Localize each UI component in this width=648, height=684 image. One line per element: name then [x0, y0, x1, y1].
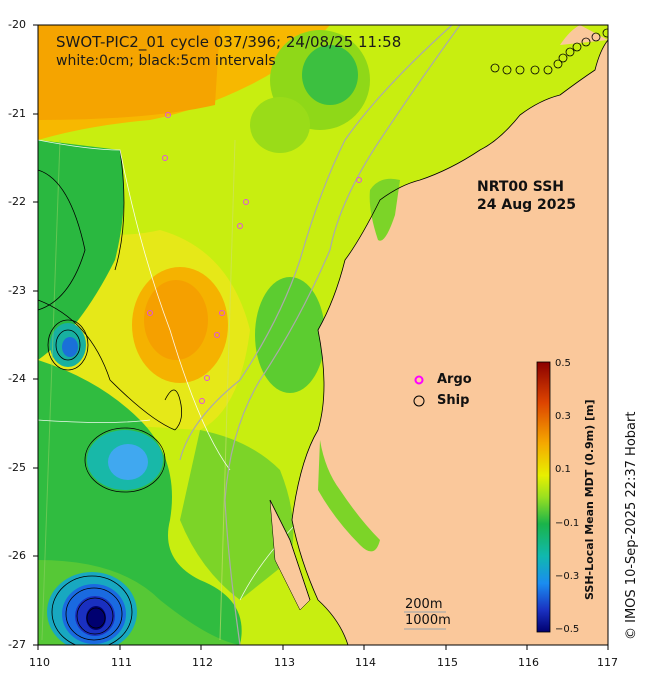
ship-legend-label: Ship — [437, 393, 470, 408]
ship-legend-icon — [413, 395, 425, 407]
y-tick-label: -20 — [8, 18, 26, 31]
x-tick-label: 110 — [29, 656, 50, 669]
argo-legend-icon — [414, 375, 424, 385]
x-tick-label: 114 — [355, 656, 376, 669]
y-tick-label: -21 — [8, 107, 26, 120]
depth-label-200m: 200m — [405, 597, 443, 612]
colorbar-tick: −0.3 — [555, 571, 580, 582]
map-subtitle: white:0cm; black:5cm intervals — [56, 53, 276, 69]
y-tick-label: -24 — [8, 372, 26, 385]
argo-legend-label: Argo — [437, 372, 472, 387]
colorbar-tick: −0.1 — [555, 518, 580, 529]
y-tick-label: -22 — [8, 195, 26, 208]
y-tick-label: -27 — [8, 638, 26, 651]
colorbar — [536, 361, 551, 633]
colorbar-tick: 0.1 — [555, 464, 571, 475]
x-tick-label: 112 — [192, 656, 213, 669]
x-tick-label: 115 — [437, 656, 458, 669]
x-tick-label: 116 — [518, 656, 539, 669]
y-tick-label: -23 — [8, 284, 26, 297]
x-tick-label: 111 — [111, 656, 132, 669]
colorbar-tick: −0.5 — [555, 624, 580, 635]
colorbar-tick: 0.5 — [555, 358, 571, 369]
plot-frame — [37, 24, 609, 646]
argo-floats — [147, 112, 362, 404]
credit-text: © IMOS 10-Sep-2025 22:37 Hobart — [624, 411, 639, 640]
x-tick-label: 113 — [274, 656, 295, 669]
y-tick-label: -26 — [8, 549, 26, 562]
x-tick-label: 117 — [597, 656, 618, 669]
product-name: NRT00 SSH — [477, 179, 565, 195]
colorbar-tick: 0.3 — [555, 411, 571, 422]
map-title: SWOT-PIC2_01 cycle 037/396; 24/08/25 11:… — [56, 33, 402, 51]
ssh-field — [38, 25, 608, 645]
y-tick-label: -25 — [8, 461, 26, 474]
ship-track — [490, 28, 608, 75]
axis-ticks — [33, 24, 609, 650]
depth-label-1000m: 1000m — [405, 613, 451, 628]
product-date: 24 Aug 2025 — [477, 197, 577, 213]
colorbar-title: SSH-Local Mean MDT (0.9m) [m] — [583, 399, 596, 600]
